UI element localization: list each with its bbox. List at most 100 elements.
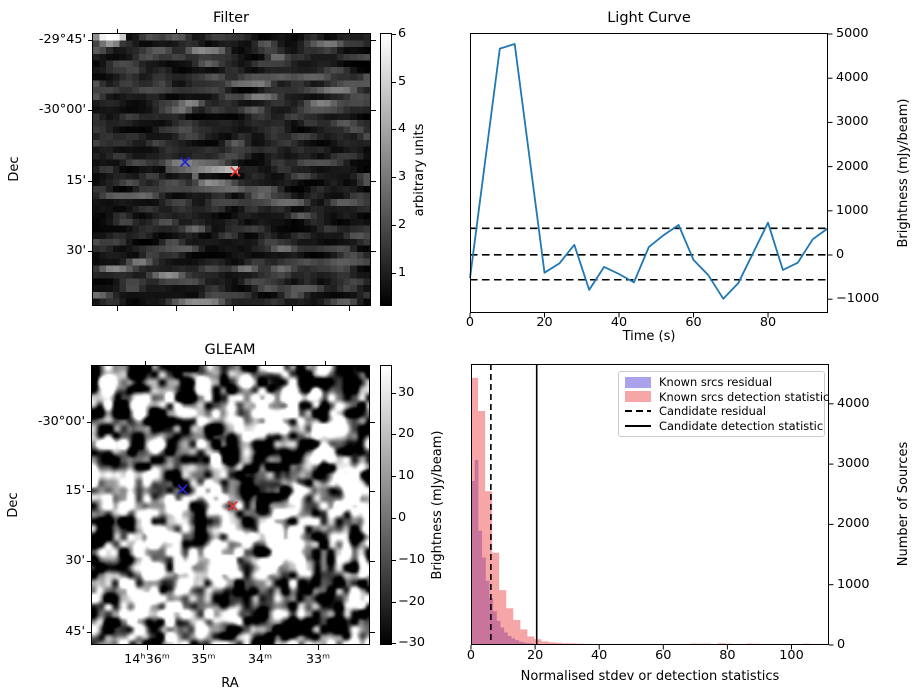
histogram-plot — [470, 364, 834, 650]
tick — [392, 392, 396, 394]
tick-label: 34ᵐ — [247, 651, 273, 667]
legend-item-known-detection: Known srcs detection statistic — [625, 390, 829, 404]
known-residual-patch-icon — [625, 376, 651, 388]
tick — [87, 110, 92, 112]
tick — [175, 28, 177, 33]
tick-label: 45' — [65, 623, 85, 639]
tick — [392, 476, 396, 478]
brightness-axis-label: Brightness (mJy/beam) — [895, 98, 911, 248]
time-axis-label: Time (s) — [622, 328, 676, 344]
legend-item-candidate-residual: Candidate residual — [625, 404, 818, 418]
tick-label: 3000 — [837, 456, 870, 472]
dashed-line-icon — [625, 410, 651, 413]
tick — [370, 421, 375, 423]
tick — [117, 28, 119, 33]
gleam-colorbar-label: Brightness (mJy/beam) — [429, 430, 445, 580]
tick-label: 60 — [685, 314, 702, 330]
tick-label: 15' — [66, 172, 86, 188]
tick-label: 4 — [398, 121, 407, 137]
tick — [371, 40, 376, 42]
solid-line-icon — [625, 424, 651, 427]
tick — [392, 224, 396, 226]
tick-label: 60 — [655, 647, 672, 663]
tick-label: 30 — [398, 384, 415, 400]
tick — [87, 251, 92, 253]
tick-label: 3 — [398, 169, 407, 185]
tick-label: -30°00' — [37, 413, 85, 429]
tick-label: 0 — [837, 636, 846, 652]
tick — [325, 360, 327, 365]
tick — [348, 28, 350, 33]
filter-image-panel — [92, 33, 371, 306]
gleam-dec-axis-label: Dec — [5, 492, 21, 518]
tick — [371, 180, 376, 182]
tick-label: 3000 — [836, 114, 869, 130]
tick-label: −10 — [398, 551, 426, 567]
tick-label: 0 — [836, 246, 845, 262]
tick — [292, 306, 294, 311]
tick-label: 20 — [398, 426, 415, 442]
tick-label: 20 — [536, 314, 553, 330]
filter-title: Filter — [213, 10, 249, 27]
tick — [86, 561, 91, 562]
tick-label: 4000 — [837, 395, 870, 411]
tick-label: −20 — [398, 593, 426, 609]
tick — [392, 129, 396, 131]
tick — [87, 40, 92, 42]
tick — [392, 81, 396, 83]
tick-label: 14ʰ36ᵐ — [124, 651, 170, 667]
gleam-markers-overlay — [177, 484, 238, 512]
filter-dec-axis-label: Dec — [6, 156, 22, 182]
tick-label: 40 — [591, 647, 608, 663]
tick-label: 0 — [466, 647, 476, 663]
tick — [203, 645, 205, 650]
gleam-image-panel — [91, 365, 370, 645]
tick — [265, 360, 267, 365]
tick — [86, 421, 91, 423]
filter-colorbar-label: arbitrary units — [411, 123, 427, 217]
legend-item-candidate-detection: Candidate detection statistic — [625, 419, 823, 433]
tick-label: 2 — [398, 216, 407, 232]
tick — [175, 306, 177, 311]
tick — [117, 306, 119, 311]
tick — [86, 631, 91, 633]
tick — [87, 180, 92, 182]
tick — [145, 360, 147, 365]
tick-label: 2000 — [837, 516, 870, 532]
gleam-colorbar — [380, 365, 392, 645]
tick — [259, 645, 261, 650]
tick — [348, 306, 350, 311]
tick-label: −30 — [398, 635, 426, 651]
tick-label: 40 — [610, 314, 628, 330]
tick-label: 33ᵐ — [305, 651, 331, 667]
legend-label: Known srcs detection statistic — [659, 389, 830, 404]
tick-label: 0 — [398, 509, 407, 525]
tick-label: 1000 — [836, 202, 869, 218]
tick — [370, 561, 375, 562]
tick — [392, 272, 396, 274]
light-curve-title: Light Curve — [607, 10, 691, 27]
gleam-title: GLEAM — [204, 342, 256, 359]
tick — [392, 434, 396, 436]
filter-noise-image — [93, 34, 370, 305]
legend-label: Candidate residual — [659, 404, 766, 419]
tick — [392, 559, 396, 561]
tick — [292, 28, 294, 33]
light-curve-plot — [469, 33, 833, 318]
tick — [392, 33, 396, 35]
tick-label: -29°45' — [38, 32, 86, 48]
tick-label: -30°00' — [38, 102, 86, 118]
tick-label: −1000 — [836, 291, 880, 307]
sources-axis-label: Number of Sources — [895, 441, 911, 567]
tick — [392, 177, 396, 179]
tick-label: 15' — [65, 482, 85, 498]
tick-label: 4000 — [836, 70, 869, 86]
tick — [392, 517, 396, 519]
tick — [86, 490, 91, 492]
tick — [232, 306, 234, 311]
tick-label: 100 — [779, 647, 804, 663]
tick — [205, 360, 207, 365]
tick — [317, 645, 319, 650]
tick — [392, 601, 396, 603]
